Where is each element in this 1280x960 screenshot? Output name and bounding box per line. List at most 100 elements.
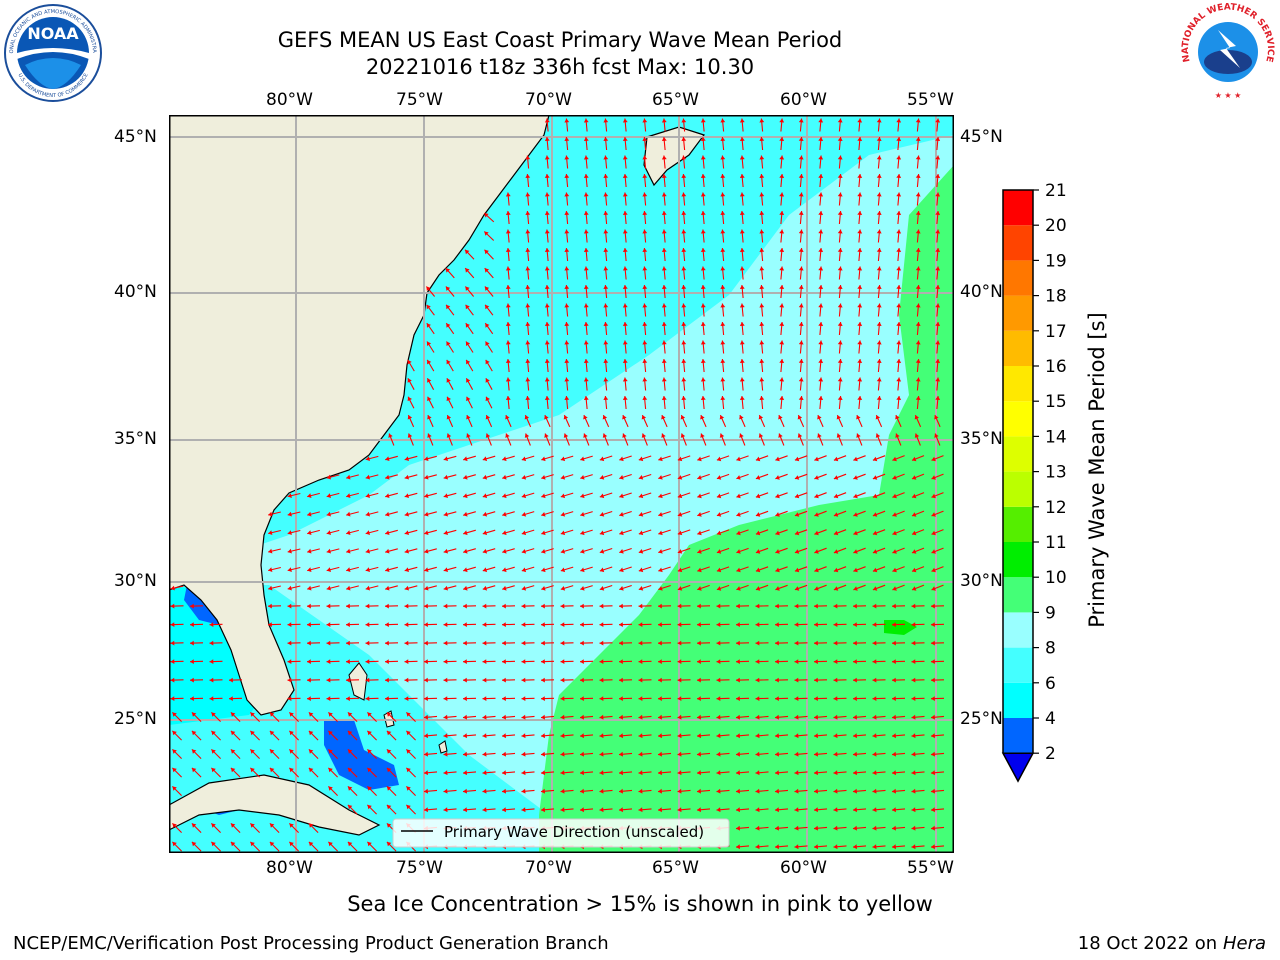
wave-arrow-head xyxy=(833,549,839,554)
wave-arrow-head xyxy=(658,493,663,499)
wave-arrow-head xyxy=(642,174,648,178)
wave-arrow-head xyxy=(814,659,818,664)
wave-arrow-head xyxy=(544,248,550,252)
wave-arrow-head xyxy=(404,493,409,498)
wave-arrow-head xyxy=(814,640,818,646)
wave-arrow-head xyxy=(638,530,644,536)
wave-arrow-head xyxy=(736,567,741,573)
wave-arrow-head xyxy=(872,714,877,720)
wave-arrow-head xyxy=(716,714,721,720)
wave-arrow-head xyxy=(482,493,488,499)
wave-arrow-head xyxy=(681,285,687,289)
wave-arrow-head xyxy=(521,714,526,720)
wave-arrow-head xyxy=(287,530,292,535)
wave-arrow-head xyxy=(485,359,490,365)
wave-arrow-head xyxy=(269,823,275,828)
wave-arrow-head xyxy=(857,174,863,178)
wave-arrow-head xyxy=(603,155,609,160)
wave-arrow-head xyxy=(736,696,740,701)
wave-arrow-head xyxy=(307,622,311,627)
wave-arrow-head xyxy=(463,733,467,739)
wave-arrow-head xyxy=(622,211,628,215)
wave-arrow-head xyxy=(622,192,628,197)
wave-arrow-head xyxy=(521,603,526,609)
lon-tick-top-65w: 65°W xyxy=(652,90,699,110)
wave-arrow-head xyxy=(622,229,628,234)
land-north-america xyxy=(169,115,550,716)
wave-arrow-head xyxy=(661,359,667,363)
wave-arrow-head xyxy=(563,433,569,438)
wave-arrow-head xyxy=(505,192,511,197)
wave-arrow-head xyxy=(681,340,687,345)
wave-arrow-head xyxy=(931,493,936,499)
wave-arrow-head xyxy=(677,659,682,664)
wave-arrow-head xyxy=(935,377,941,382)
wave-arrow-head xyxy=(505,359,511,363)
wave-arrow-head xyxy=(385,696,389,701)
wave-arrow-head xyxy=(759,303,765,308)
wave-arrow-head xyxy=(269,749,275,754)
wave-arrow-head xyxy=(564,285,570,289)
lat-tick-left-30n: 30°N xyxy=(114,571,157,591)
wave-arrow-head xyxy=(541,567,546,573)
wave-arrow-head xyxy=(424,788,428,794)
wave-arrow-head xyxy=(697,733,701,739)
wave-arrow-head xyxy=(191,730,197,736)
wave-arrow-head xyxy=(564,266,570,271)
wave-arrow-head xyxy=(911,640,916,646)
wave-arrow-head xyxy=(482,807,487,813)
wave-arrow-head xyxy=(716,493,722,499)
wave-arrow-head xyxy=(892,640,896,646)
wave-arrow-head xyxy=(935,303,941,308)
lat-tick-right-40n: 40°N xyxy=(960,282,1003,302)
wave-arrow-head xyxy=(755,677,760,683)
wave-arrow-head xyxy=(794,733,799,739)
wave-arrow-head xyxy=(911,677,916,683)
wave-arrow-head xyxy=(209,640,214,646)
wave-arrow-head xyxy=(759,266,765,271)
wave-arrow-head xyxy=(935,396,941,400)
wave-arrow-head xyxy=(896,174,902,178)
wave-arrow-head xyxy=(931,788,935,794)
wave-arrow-head xyxy=(716,733,721,739)
wave-arrow-head xyxy=(446,433,452,438)
wave-arrow-head xyxy=(622,155,628,160)
wave-arrow-head xyxy=(642,248,648,252)
wave-arrow-head xyxy=(424,677,428,683)
wave-arrow-head xyxy=(716,530,722,536)
wave-arrow-head xyxy=(443,530,448,535)
wave-arrow-head xyxy=(833,530,839,536)
wave-arrow-head xyxy=(856,415,861,420)
legend-label: Primary Wave Direction (unscaled) xyxy=(444,823,704,841)
wave-arrow-head xyxy=(424,659,428,664)
wave-arrow-head xyxy=(346,530,351,535)
wave-arrow-head xyxy=(308,712,314,717)
wave-arrow-head xyxy=(856,433,861,438)
wave-arrow-head xyxy=(482,530,488,536)
wave-arrow-head xyxy=(818,137,824,141)
wave-arrow-head xyxy=(307,530,312,535)
wave-arrow-head xyxy=(580,788,584,794)
wave-arrow-head xyxy=(502,751,506,757)
wave-arrow-head xyxy=(775,567,780,573)
wave-arrow-head xyxy=(755,603,760,609)
wave-arrow-head xyxy=(911,751,916,757)
wave-arrow-head xyxy=(580,659,584,664)
wave-arrow-head xyxy=(404,511,409,517)
wave-arrow-head xyxy=(680,415,686,420)
wave-arrow-head xyxy=(404,456,409,461)
wave-arrow-head xyxy=(681,137,687,141)
wave-arrow-head xyxy=(482,640,487,646)
wave-arrow-head xyxy=(739,377,745,382)
wave-arrow-head xyxy=(463,622,467,627)
wave-arrow-head xyxy=(209,659,214,664)
wave-arrow-head xyxy=(560,512,566,517)
wave-arrow-head xyxy=(775,493,780,499)
wave-arrow-head xyxy=(560,567,566,573)
wave-arrow-head xyxy=(915,211,921,215)
wave-arrow-head xyxy=(775,733,779,739)
wave-arrow-head xyxy=(915,155,921,160)
wave-arrow-head xyxy=(681,229,687,234)
wave-arrow-head xyxy=(755,659,760,664)
wave-arrow-head xyxy=(445,268,450,273)
